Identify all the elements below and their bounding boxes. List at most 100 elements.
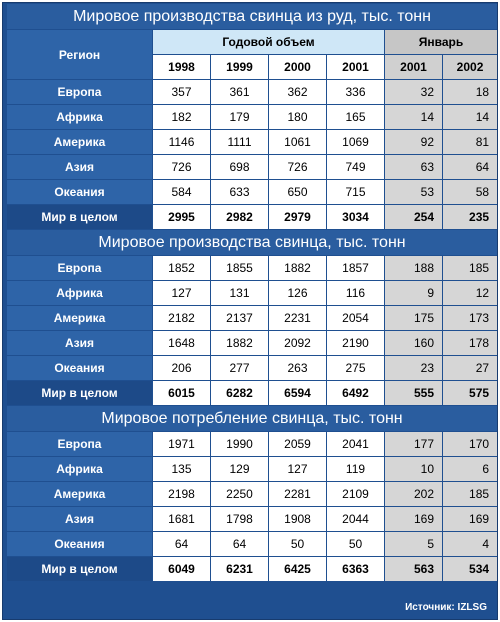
annual-value-cell: 119 xyxy=(327,457,384,481)
annual-value-cell: 726 xyxy=(153,155,210,179)
region-label: Европа xyxy=(7,432,152,456)
january-value-cell: 81 xyxy=(443,130,498,154)
january-value-cell: 169 xyxy=(385,507,442,531)
region-label: Европа xyxy=(7,80,152,104)
annual-value-cell: 165 xyxy=(327,105,384,129)
annual-value-cell: 1069 xyxy=(327,130,384,154)
january-value-cell: 177 xyxy=(385,432,442,456)
table-row: Европа 357 361 362 336 32 18 xyxy=(7,80,498,104)
annual-value-cell: 2092 xyxy=(269,331,326,355)
total-row: Мир в целом 6015 6282 6594 6492 555 575 xyxy=(7,381,498,405)
annual-value-cell: 1648 xyxy=(153,331,210,355)
january-value-cell: 160 xyxy=(385,331,442,355)
lead-statistics-table: Мировое производства свинца из руд, тыс.… xyxy=(6,3,498,582)
annual-value-cell: 715 xyxy=(327,180,384,204)
region-label: Азия xyxy=(7,331,152,355)
annual-value-cell: 180 xyxy=(269,105,326,129)
year-header: 1998 xyxy=(153,55,210,79)
source-note: Источник: IZLSG xyxy=(405,602,487,613)
january-value-cell: 12 xyxy=(443,281,498,305)
region-label: Азия xyxy=(7,507,152,531)
annual-value-cell: 336 xyxy=(327,80,384,104)
annual-value-cell: 2190 xyxy=(327,331,384,355)
january-value-cell: 185 xyxy=(443,482,498,506)
january-value-cell: 14 xyxy=(443,105,498,129)
table-row: Океания 206 277 263 275 23 27 xyxy=(7,356,498,380)
annual-value-cell: 127 xyxy=(269,457,326,481)
annual-value-cell: 2995 xyxy=(153,205,210,229)
january-year-header: 2002 xyxy=(443,55,498,79)
annual-value-cell: 2182 xyxy=(153,306,210,330)
annual-value-cell: 650 xyxy=(269,180,326,204)
january-value-cell: 27 xyxy=(443,356,498,380)
january-value-cell: 23 xyxy=(385,356,442,380)
annual-value-cell: 2231 xyxy=(269,306,326,330)
annual-value-cell: 182 xyxy=(153,105,210,129)
annual-value-cell: 6363 xyxy=(327,557,384,581)
annual-value-cell: 206 xyxy=(153,356,210,380)
january-value-cell: 64 xyxy=(443,155,498,179)
region-label: Мир в целом xyxy=(7,205,152,229)
annual-value-cell: 749 xyxy=(327,155,384,179)
annual-value-cell: 1857 xyxy=(327,256,384,280)
region-label: Мир в целом xyxy=(7,381,152,405)
region-label: Африка xyxy=(7,281,152,305)
annual-value-cell: 1061 xyxy=(269,130,326,154)
annual-value-cell: 584 xyxy=(153,180,210,204)
table-row: Африка 182 179 180 165 14 14 xyxy=(7,105,498,129)
annual-value-cell: 263 xyxy=(269,356,326,380)
annual-value-cell: 6282 xyxy=(211,381,268,405)
january-value-cell: 170 xyxy=(443,432,498,456)
january-value-cell: 10 xyxy=(385,457,442,481)
table-row: Азия 726 698 726 749 63 64 xyxy=(7,155,498,179)
annual-value-cell: 127 xyxy=(153,281,210,305)
annual-value-cell: 1990 xyxy=(211,432,268,456)
region-label: Океания xyxy=(7,180,152,204)
january-value-cell: 9 xyxy=(385,281,442,305)
annual-value-cell: 2059 xyxy=(269,432,326,456)
january-value-cell: 575 xyxy=(443,381,498,405)
annual-value-cell: 64 xyxy=(153,532,210,556)
annual-value-cell: 50 xyxy=(269,532,326,556)
annual-value-cell: 2979 xyxy=(269,205,326,229)
annual-value-cell: 357 xyxy=(153,80,210,104)
section-title-row: Мировое производства свинца из руд, тыс.… xyxy=(7,4,498,29)
section-title-row: Мировое производства свинца, тыс. тонн xyxy=(7,230,498,255)
annual-value-cell: 1852 xyxy=(153,256,210,280)
section-title: Мировое производства свинца из руд, тыс.… xyxy=(7,4,498,29)
january-value-cell: 175 xyxy=(385,306,442,330)
january-value-cell: 185 xyxy=(443,256,498,280)
section-title: Мировое производства свинца, тыс. тонн xyxy=(7,230,498,255)
january-value-cell: 169 xyxy=(443,507,498,531)
annual-value-cell: 2982 xyxy=(211,205,268,229)
region-label: Океания xyxy=(7,532,152,556)
annual-value-cell: 2281 xyxy=(269,482,326,506)
year-header-row: 1998 1999 2000 2001 2001 2002 xyxy=(7,55,498,79)
year-header: 1999 xyxy=(211,55,268,79)
annual-value-cell: 275 xyxy=(327,356,384,380)
annual-value-cell: 6049 xyxy=(153,557,210,581)
annual-value-cell: 1146 xyxy=(153,130,210,154)
annual-value-cell: 135 xyxy=(153,457,210,481)
january-value-cell: 53 xyxy=(385,180,442,204)
annual-value-cell: 6492 xyxy=(327,381,384,405)
annual-value-cell: 2137 xyxy=(211,306,268,330)
annual-value-cell: 129 xyxy=(211,457,268,481)
annual-value-cell: 1882 xyxy=(211,331,268,355)
total-row: Мир в целом 2995 2982 2979 3034 254 235 xyxy=(7,205,498,229)
january-year-header: 2001 xyxy=(385,55,442,79)
table-row: Азия 1681 1798 1908 2044 169 169 xyxy=(7,507,498,531)
january-value-cell: 92 xyxy=(385,130,442,154)
annual-value-cell: 1908 xyxy=(269,507,326,531)
section-title: Мировое потребление свинца, тыс. тонн xyxy=(7,406,498,431)
annual-value-cell: 2054 xyxy=(327,306,384,330)
region-column-header: Регион xyxy=(7,30,152,79)
january-value-cell: 178 xyxy=(443,331,498,355)
table-row: Европа 1971 1990 2059 2041 177 170 xyxy=(7,432,498,456)
region-label: Америка xyxy=(7,306,152,330)
annual-value-cell: 277 xyxy=(211,356,268,380)
region-label: Океания xyxy=(7,356,152,380)
year-header: 2000 xyxy=(269,55,326,79)
table-row: Африка 135 129 127 119 10 6 xyxy=(7,457,498,481)
